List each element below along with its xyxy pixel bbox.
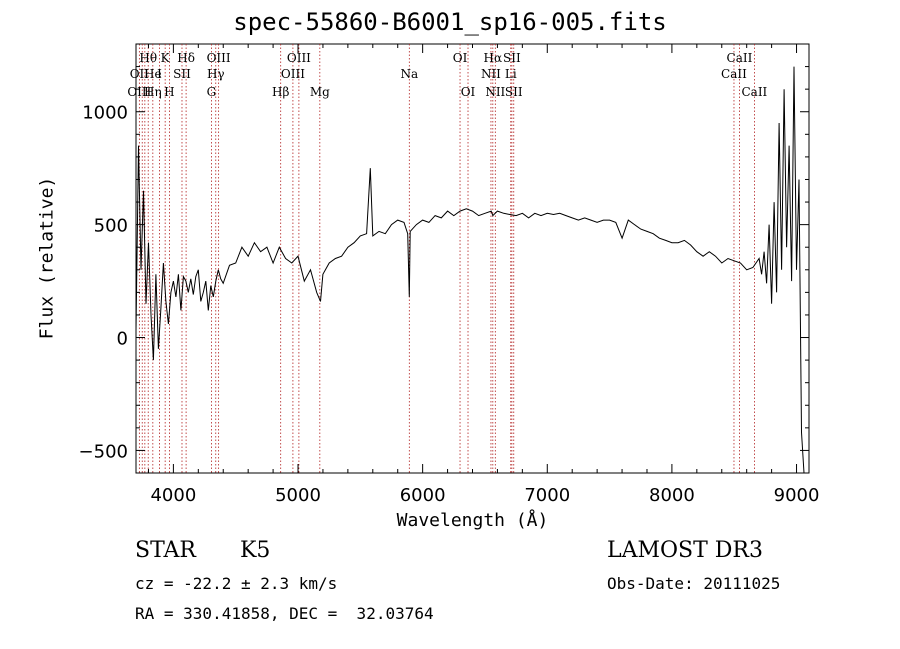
- spectral-line-label: Li: [505, 67, 517, 81]
- object-class: STAR: [135, 538, 196, 563]
- spectral-line-label: I: [157, 67, 162, 81]
- x-tick-label: 9000: [774, 485, 820, 506]
- redshift-text: cz = -22.2 ± 2.3 km/s: [135, 574, 338, 593]
- spectral-line-label: NII: [485, 85, 505, 99]
- spectral-line-label: He: [144, 67, 162, 81]
- spectral-line-label: SII: [505, 85, 523, 99]
- x-tick-label: 6000: [400, 485, 446, 506]
- spectral-line-label: Hγ: [207, 67, 225, 81]
- y-tick-label: 0: [117, 329, 128, 350]
- spectral-line-label: Hα: [484, 51, 503, 65]
- coordinates-text: RA = 330.41858, DEC = 32.03764: [135, 604, 434, 623]
- spectral-line-label: OI: [461, 85, 476, 99]
- y-tick-label: 500: [94, 216, 128, 237]
- x-tick-label: 5000: [275, 485, 321, 506]
- y-axis-ticks: −500 0 500 1000: [79, 43, 809, 474]
- spectral-line-label: CaII: [727, 51, 753, 65]
- spectral-line-label: Hη: [144, 85, 162, 99]
- obs-date: Obs-Date: 20111025: [607, 574, 781, 593]
- spectral-line-labels: Hθ OII OIII He Hη KI SII H Hδ OIII Hγ G OIII OIII Hβ Mg…: [127, 51, 767, 99]
- x-tick-label: 4000: [150, 485, 196, 506]
- survey-name: LAMOST DR3: [607, 538, 763, 563]
- object-subclass: K5: [240, 538, 271, 563]
- spectral-line-label: OI: [453, 51, 468, 65]
- spectral-line-label: H: [164, 85, 174, 99]
- chart-title: spec-55860-B6001_sp16-005.fits: [233, 8, 667, 36]
- y-tick-label: −500: [79, 441, 128, 462]
- spectrum-line: [135, 66, 805, 474]
- spectral-line-label: OIII: [281, 67, 305, 81]
- spectral-line-label: Na: [400, 67, 418, 81]
- spectral-line-label: Hβ: [272, 85, 289, 99]
- spectral-line-label: Mg: [310, 85, 330, 99]
- x-tick-label: 8000: [649, 485, 695, 506]
- spectral-line-label: CaII: [721, 67, 747, 81]
- x-axis-label: Wavelength (Å): [396, 510, 549, 531]
- spectral-line-label: OIII: [127, 85, 151, 99]
- spectral-line-label: K: [161, 51, 171, 65]
- y-tick-label: 1000: [82, 103, 128, 124]
- spectral-line-label: NII: [481, 67, 501, 81]
- x-axis-ticks: 4000 5000 6000 7000 8000 9000: [147, 44, 820, 506]
- spectral-line-label: Hθ: [139, 51, 157, 65]
- spectral-line-label: SII: [503, 51, 521, 65]
- y-axis-label: Flux (relative): [36, 176, 58, 340]
- spectral-line-markers: [138, 44, 755, 473]
- spectral-line-label: OIII: [207, 51, 231, 65]
- spectral-line-label: CaII: [741, 85, 767, 99]
- x-tick-label: 7000: [524, 485, 570, 506]
- spectral-line-label: Hδ: [177, 51, 195, 65]
- spectrum-series-group: [135, 66, 805, 474]
- spectral-line-label: G: [207, 85, 217, 99]
- spectral-line-label: OII: [130, 67, 150, 81]
- spectral-line-label: SII: [173, 67, 191, 81]
- spectral-line-label: OIII: [287, 51, 311, 65]
